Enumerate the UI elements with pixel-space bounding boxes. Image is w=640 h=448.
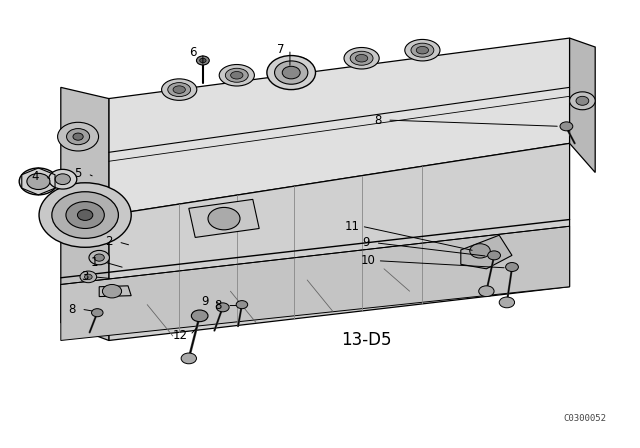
Circle shape	[267, 56, 316, 90]
Circle shape	[27, 173, 50, 190]
Circle shape	[216, 303, 229, 312]
Text: 9: 9	[201, 294, 209, 308]
Text: 12: 12	[173, 328, 188, 342]
Circle shape	[560, 122, 573, 131]
Ellipse shape	[288, 64, 301, 71]
Ellipse shape	[405, 39, 440, 61]
Polygon shape	[461, 235, 512, 269]
Ellipse shape	[411, 43, 434, 57]
Circle shape	[58, 122, 99, 151]
Ellipse shape	[416, 47, 429, 54]
Circle shape	[84, 274, 92, 280]
Text: 7: 7	[276, 43, 284, 56]
Circle shape	[506, 263, 518, 271]
Circle shape	[479, 286, 494, 297]
Circle shape	[77, 210, 93, 220]
Circle shape	[576, 96, 589, 105]
Text: 3: 3	[81, 270, 88, 284]
Text: 8: 8	[214, 299, 221, 312]
Ellipse shape	[344, 47, 379, 69]
Ellipse shape	[168, 82, 191, 97]
Polygon shape	[570, 38, 595, 172]
Ellipse shape	[350, 51, 373, 65]
Circle shape	[94, 254, 104, 261]
Circle shape	[73, 133, 83, 140]
Text: 2: 2	[105, 235, 113, 249]
Circle shape	[499, 297, 515, 308]
Circle shape	[200, 58, 206, 63]
Polygon shape	[99, 286, 131, 297]
Text: 13-D5: 13-D5	[341, 331, 391, 349]
Circle shape	[92, 309, 103, 317]
Polygon shape	[61, 87, 109, 340]
Polygon shape	[109, 38, 570, 215]
Ellipse shape	[277, 56, 312, 78]
Text: 4: 4	[31, 170, 39, 184]
Ellipse shape	[283, 60, 306, 74]
Circle shape	[196, 56, 209, 65]
Circle shape	[39, 183, 131, 247]
Circle shape	[55, 174, 70, 185]
Circle shape	[282, 66, 300, 79]
Text: C0300052: C0300052	[564, 414, 607, 423]
Circle shape	[181, 353, 196, 364]
Ellipse shape	[162, 79, 197, 100]
Circle shape	[236, 301, 248, 309]
Ellipse shape	[173, 86, 186, 93]
Circle shape	[275, 61, 308, 84]
Text: 8: 8	[374, 113, 381, 127]
Text: 6: 6	[189, 46, 197, 60]
Polygon shape	[61, 226, 570, 340]
Circle shape	[470, 244, 490, 258]
Circle shape	[89, 250, 109, 265]
Circle shape	[67, 129, 90, 145]
Circle shape	[49, 169, 77, 189]
Circle shape	[102, 284, 122, 298]
Ellipse shape	[225, 68, 248, 82]
Circle shape	[208, 207, 240, 230]
Text: 9: 9	[362, 236, 370, 250]
Text: 10: 10	[360, 254, 376, 267]
Circle shape	[191, 310, 208, 322]
Ellipse shape	[355, 55, 368, 62]
Circle shape	[52, 192, 118, 238]
Polygon shape	[189, 199, 259, 237]
Ellipse shape	[219, 65, 255, 86]
Circle shape	[570, 92, 595, 110]
Text: 1: 1	[91, 255, 99, 269]
Ellipse shape	[230, 72, 243, 79]
Circle shape	[80, 271, 97, 283]
Polygon shape	[109, 143, 570, 340]
Text: 5: 5	[74, 167, 82, 181]
Text: 11: 11	[344, 220, 360, 233]
Text: 8: 8	[68, 302, 76, 316]
Circle shape	[66, 202, 104, 228]
Circle shape	[488, 251, 500, 260]
Circle shape	[19, 168, 58, 195]
